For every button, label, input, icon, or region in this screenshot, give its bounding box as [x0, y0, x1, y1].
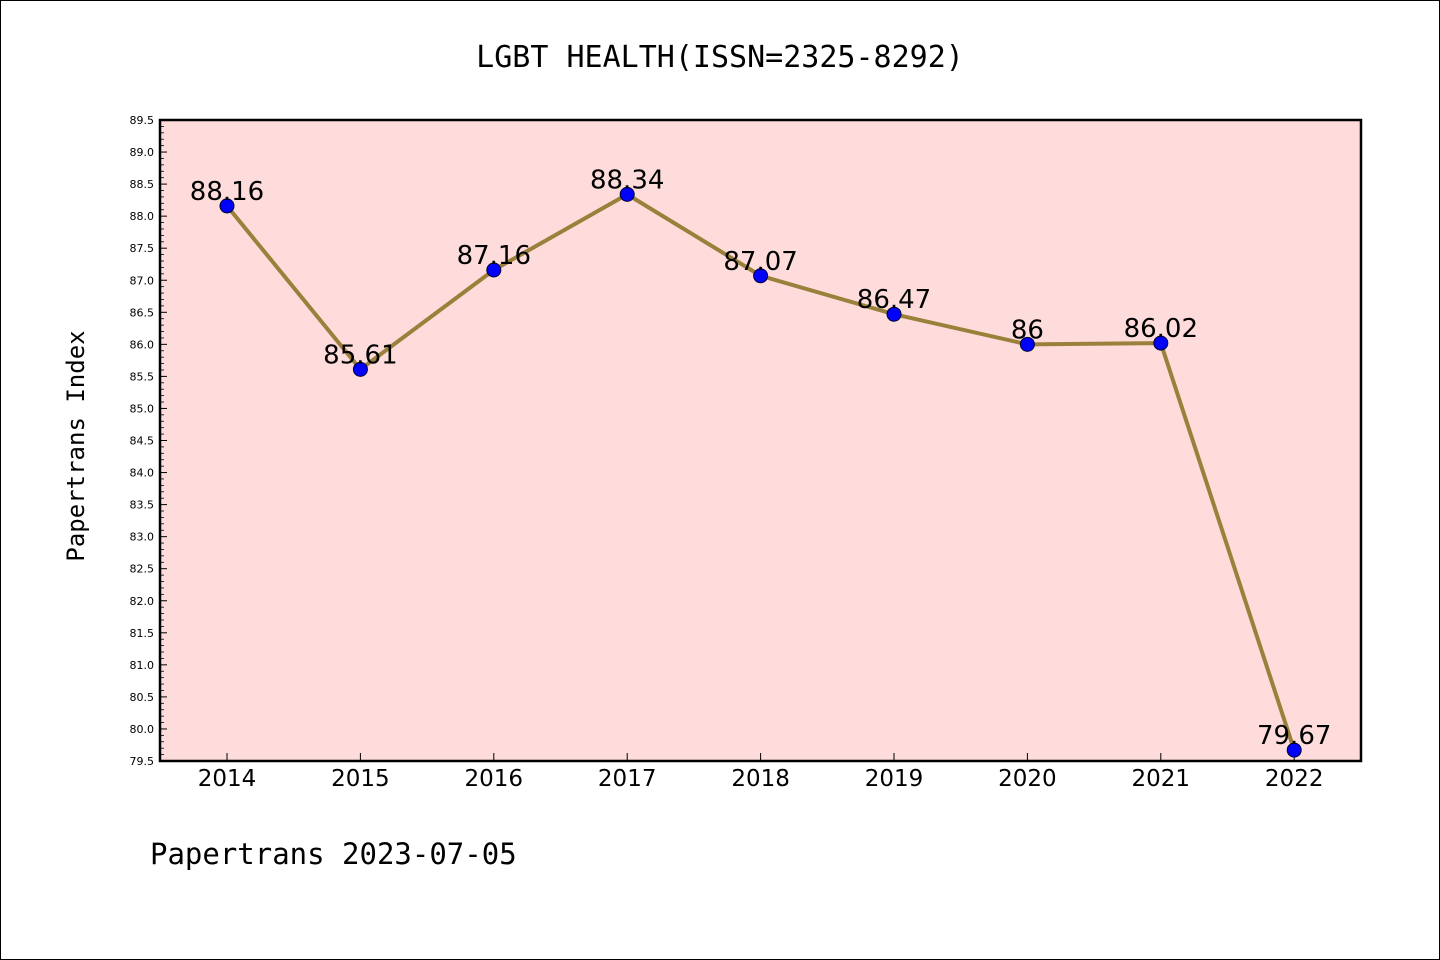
footer-text: Papertrans 2023-07-05	[150, 837, 517, 871]
y-tick-label: 83.5	[130, 499, 155, 512]
y-tick-label: 87.0	[130, 274, 155, 287]
data-point-2018	[753, 268, 769, 284]
plot-area	[160, 120, 1361, 761]
y-tick-label: 86.5	[130, 306, 155, 319]
y-tick-label: 85.0	[130, 402, 155, 415]
x-tick-label: 2019	[865, 766, 924, 792]
data-label-2019: 86.47	[857, 285, 931, 315]
x-tick-label: 2020	[998, 766, 1057, 792]
data-point-2017	[619, 186, 635, 202]
y-axis-label: Papertrans Index	[62, 330, 90, 561]
y-tick-label: 85.5	[130, 370, 155, 383]
chart-title: LGBT HEALTH(ISSN=2325-8292)	[476, 40, 964, 75]
y-tick-label: 87.5	[130, 242, 155, 255]
y-tick-label: 81.5	[130, 627, 155, 640]
x-tick-label: 2018	[731, 766, 790, 792]
x-tick-label: 2014	[198, 766, 257, 792]
x-tick-label: 2017	[598, 766, 657, 792]
data-label-2021: 86.02	[1124, 314, 1198, 344]
data-label-2016: 87.16	[457, 241, 531, 271]
x-tick-label: 2021	[1132, 766, 1191, 792]
y-tick-label: 88.5	[130, 178, 155, 191]
y-tick-label: 82.5	[130, 563, 155, 576]
y-tick-label: 80.5	[130, 691, 155, 704]
x-axis-ticks: 2014 2015 2016 2017 2018 2019 2020 2021 2022	[198, 753, 1324, 792]
data-label-2020: 86	[1011, 315, 1044, 345]
y-tick-label: 80.0	[130, 723, 155, 736]
y-tick-label: 86.0	[130, 338, 155, 351]
data-point-2020	[1019, 336, 1035, 352]
data-label-2018: 87.07	[723, 247, 797, 277]
y-tick-label: 81.0	[130, 659, 155, 672]
data-point-2019	[886, 306, 902, 322]
x-tick-label: 2022	[1265, 766, 1324, 792]
y-tick-label: 88.0	[130, 210, 155, 223]
y-tick-label: 89.5	[130, 114, 155, 127]
plot-border	[158, 118, 1363, 763]
y-tick-label: 84.5	[130, 435, 155, 448]
y-tick-label: 89.0	[130, 146, 155, 159]
data-point-2022	[1286, 742, 1302, 758]
y-tick-label: 82.0	[130, 595, 155, 608]
data-label-2017: 88.34	[590, 165, 664, 195]
y-tick-label: 84.0	[130, 467, 155, 480]
y-tick-label: 83.0	[130, 531, 155, 544]
x-tick-label: 2015	[331, 766, 390, 792]
data-point-2015	[352, 361, 368, 377]
data-label-2014: 88.16	[190, 177, 264, 207]
data-point-2021	[1153, 335, 1169, 351]
data-label-2022: 79.67	[1257, 721, 1331, 751]
data-label-2015: 85.61	[323, 340, 397, 370]
data-labels: 88.16 85.61 87.16 88.34 87.07 86.47 86 86.02 79.…	[190, 165, 1332, 751]
x-tick-label: 2016	[465, 766, 524, 792]
data-point-2016	[486, 262, 502, 278]
y-tick-label: 79.5	[130, 755, 155, 768]
data-point-2014	[219, 198, 235, 214]
series-markers	[219, 186, 1302, 758]
